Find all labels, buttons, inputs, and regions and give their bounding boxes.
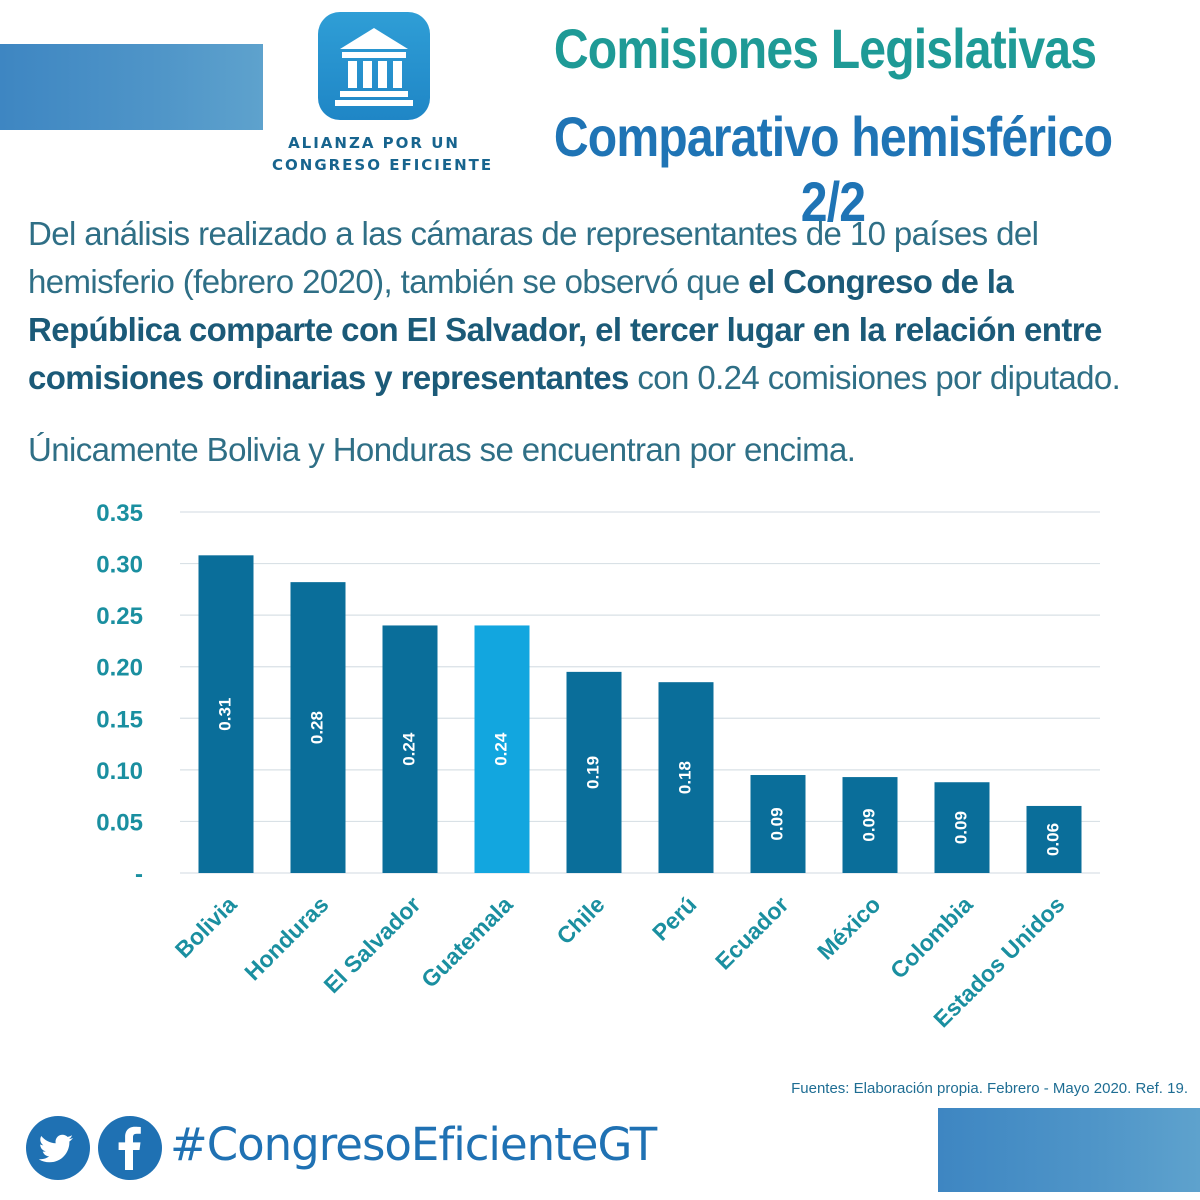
- bar-bolivia: [198, 555, 254, 873]
- y-tick-label: 0.20: [96, 655, 143, 682]
- congress-logo-icon: [318, 12, 430, 120]
- bar-méxico: [842, 777, 898, 873]
- x-tick-label: Guatemala: [416, 891, 518, 993]
- bar-el-salvador: [382, 625, 438, 873]
- x-tick-label: Bolivia: [170, 891, 242, 963]
- intro-highlight: el Congreso de la República comparte con…: [28, 263, 1102, 396]
- y-tick-label: 0.10: [96, 758, 143, 785]
- y-tick-label: -: [135, 861, 143, 888]
- source-note: Fuentes: Elaboración propia. Febrero - M…: [791, 1080, 1188, 1097]
- data-label: 0.31: [215, 698, 234, 731]
- x-tick-label: Chile: [551, 891, 609, 949]
- note-paragraph: Únicamente Bolivia y Honduras se encuent…: [28, 431, 856, 468]
- x-tick-label: Perú: [647, 891, 702, 946]
- corner-decoration-top-left: [0, 44, 263, 130]
- bar-guatemala: [474, 625, 530, 873]
- intro-text-2: con 0.24 comisiones por diputado.: [628, 359, 1121, 396]
- bar-colombia: [934, 782, 990, 873]
- bar-estados-unidos: [1026, 805, 1082, 873]
- intro-text-1: Del análisis realizado a las cámaras de …: [28, 215, 1039, 300]
- x-tick-label: El Salvador: [319, 891, 426, 998]
- data-label: 0.24: [491, 732, 510, 766]
- x-tick-label: Honduras: [239, 891, 333, 985]
- y-tick-label: 0.05: [96, 809, 143, 836]
- bar-chile: [566, 671, 622, 873]
- logo-caption: ALIANZA POR UN CONGRESO EFICIENTE: [272, 132, 494, 176]
- logo-caption-line-1: ALIANZA POR UN: [288, 134, 460, 152]
- corner-decoration-bottom-right: [938, 1108, 1200, 1192]
- data-label: 0.09: [859, 808, 878, 841]
- logo-caption-line-2: CONGRESO EFICIENTE: [272, 156, 494, 174]
- data-label: 0.09: [951, 811, 970, 844]
- data-label: 0.18: [675, 761, 694, 794]
- page-title: Comisiones Legislativas: [553, 17, 1097, 80]
- y-tick-label: 0.25: [96, 603, 143, 630]
- x-tick-label: México: [812, 891, 886, 965]
- facebook-f-icon[interactable]: [98, 1116, 162, 1180]
- bar-ecuador: [750, 775, 806, 873]
- twitter-bird-icon[interactable]: [26, 1116, 90, 1180]
- bar-perú: [658, 682, 714, 873]
- y-tick-label: 0.35: [96, 500, 143, 527]
- data-label: 0.06: [1043, 823, 1062, 856]
- data-label: 0.28: [307, 711, 326, 744]
- y-tick-label: 0.30: [96, 552, 143, 579]
- data-label: 0.24: [399, 732, 418, 766]
- page-subtitle: Comparativo hemisférico 2/2: [553, 105, 1113, 233]
- x-tick-label: Colombia: [885, 891, 978, 984]
- intro-paragraph: Del análisis realizado a las cámaras de …: [28, 210, 1168, 402]
- y-tick-label: 0.15: [96, 706, 143, 733]
- bar-honduras: [290, 582, 346, 873]
- data-label: 0.19: [583, 756, 602, 789]
- data-label: 0.09: [767, 807, 786, 840]
- bar-chart: - 0.05 0.10 0.15 0.20 0.25 0.30 0.35 0.31 Bolivia…: [96, 500, 1100, 1032]
- x-tick-label: Ecuador: [710, 891, 793, 974]
- hashtag[interactable]: #CongresoEficienteGT: [170, 1118, 657, 1171]
